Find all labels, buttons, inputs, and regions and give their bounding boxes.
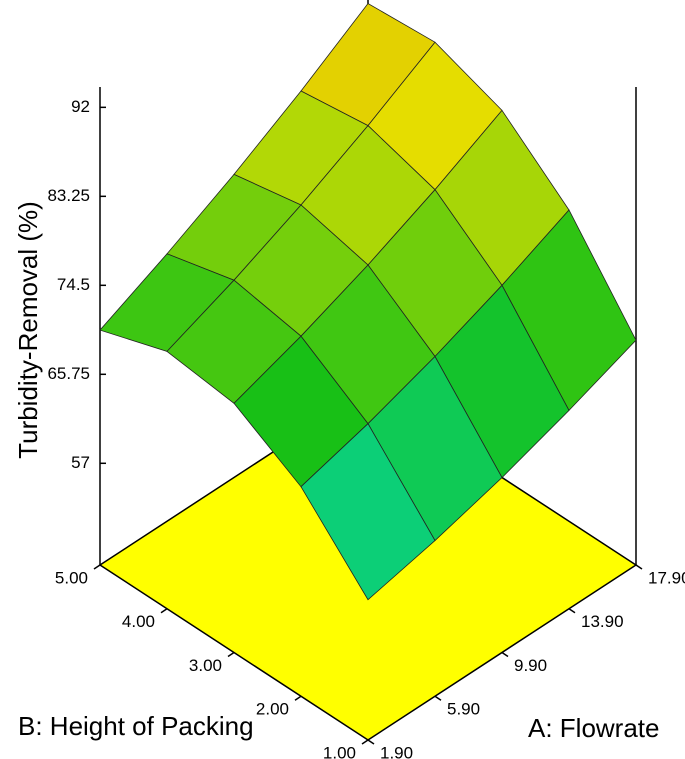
- surface-cell: [300, 423, 436, 601]
- y-tick-label: 1.00: [323, 743, 356, 759]
- x-tick: [501, 651, 509, 658]
- x-tick-label: 1.90: [380, 743, 413, 759]
- y-tick-label: 4.00: [122, 612, 155, 631]
- x-tick: [367, 739, 375, 745]
- y-axis-label: B: Height of Packing: [18, 711, 254, 741]
- z-tick-label: 65.75: [47, 364, 90, 383]
- y-tick: [93, 564, 101, 570]
- y-tick: [227, 651, 235, 658]
- z-tick-label: 83.25: [47, 186, 90, 205]
- z-tick-label: 92: [71, 97, 90, 116]
- x-tick-label: 5.90: [447, 700, 480, 719]
- y-tick: [294, 695, 302, 701]
- y-tick-label: 3.00: [189, 656, 222, 675]
- z-axis-label: Turbidity-Removal (%): [13, 201, 43, 459]
- z-tick-label: 74.5: [57, 275, 90, 294]
- x-tick-label: 9.90: [514, 656, 547, 675]
- y-tick-label: 5.00: [55, 568, 88, 587]
- x-tick: [568, 608, 576, 614]
- x-tick-label: 17.90: [648, 568, 685, 587]
- z-tick-label: 57: [71, 453, 90, 472]
- y-tick: [361, 739, 369, 745]
- x-tick: [434, 695, 442, 701]
- y-tick-label: 2.00: [256, 700, 289, 719]
- y-tick: [160, 608, 168, 614]
- x-axis-label: A: Flowrate: [528, 713, 660, 743]
- x-tick-label: 13.90: [581, 612, 624, 631]
- x-tick: [635, 564, 643, 570]
